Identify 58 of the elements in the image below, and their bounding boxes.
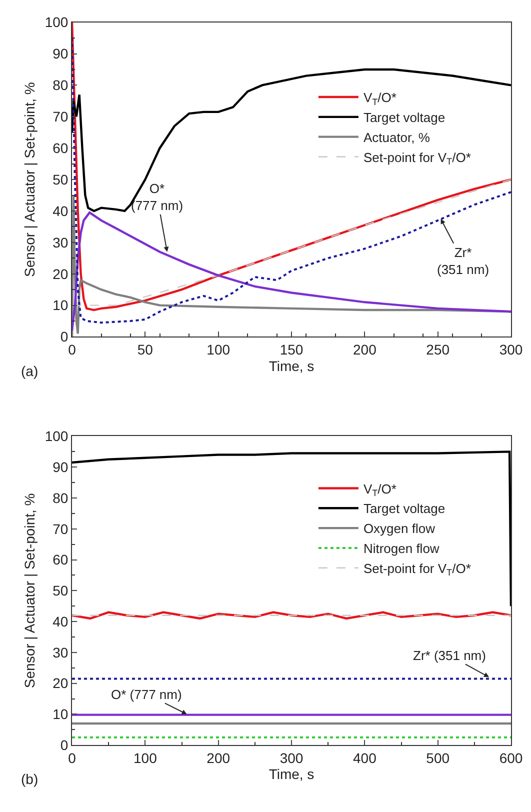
x-tick-label: 150 xyxy=(280,342,304,358)
x-tick-label: 600 xyxy=(499,750,523,766)
line-series xyxy=(72,611,511,620)
x-tick-label: 100 xyxy=(206,342,230,358)
legend-label: Actuator, % xyxy=(363,130,430,145)
x-tick-label: 500 xyxy=(426,750,450,766)
y-tick-label: 60 xyxy=(52,140,68,156)
y-tick-label: 50 xyxy=(52,582,68,599)
x-tick-label: 250 xyxy=(426,342,450,358)
y-tick-label: 0 xyxy=(60,328,68,345)
y-tick-label: 90 xyxy=(52,459,68,476)
y-tick-label: 10 xyxy=(52,706,68,722)
annotation: Zr* (351 nm) xyxy=(437,245,490,277)
y-axis-title: Sensor | Actuator | Set-point, % xyxy=(21,493,38,688)
y-tick-label: 60 xyxy=(52,552,68,568)
y-tick-label: 100 xyxy=(44,14,68,30)
text: (a) xyxy=(21,363,38,379)
annotation: O* (777 nm) xyxy=(131,181,184,213)
y-tick-label: 40 xyxy=(52,202,68,219)
legend-label: V$_{T}$/O* xyxy=(363,90,396,107)
x-tick-label: 200 xyxy=(352,342,377,358)
y-tick-label: 80 xyxy=(52,77,68,94)
annotation: Zr* (351 nm) xyxy=(413,648,486,663)
line-series xyxy=(72,211,511,332)
legend-label: Set-point for V$_{T}$/O* xyxy=(363,150,471,167)
y-tick-label: 100 xyxy=(44,428,68,444)
line-series xyxy=(72,450,511,608)
legend-label: Nitrogen flow xyxy=(363,541,440,556)
x-tick-label: 100 xyxy=(133,750,158,766)
x-tick-label: 50 xyxy=(137,342,154,358)
y-tick-label: 0 xyxy=(60,737,68,753)
legend-label: V$_{T}$/O* xyxy=(363,481,396,498)
y-tick-label: 20 xyxy=(52,675,68,692)
y-tick-label: 90 xyxy=(52,46,68,62)
y-tick-label: 70 xyxy=(52,108,68,125)
y-tick-label: 30 xyxy=(52,644,68,660)
legend-label: Oxygen flow xyxy=(363,521,436,536)
legend-label: Set-point for V$_{T}$/O* xyxy=(363,560,471,578)
x-tick-label: 300 xyxy=(280,750,304,766)
x-tick-label: 300 xyxy=(499,342,523,358)
legend-label: Target voltage xyxy=(363,501,446,516)
x-tick-label: 400 xyxy=(352,750,377,766)
legend-label: Target voltage xyxy=(363,110,446,125)
text: (b) xyxy=(21,771,38,787)
line-series xyxy=(72,68,511,212)
y-tick-label: 70 xyxy=(52,520,68,537)
y-tick-label: 50 xyxy=(52,171,68,188)
y-axis-title: Sensor | Actuator | Set-point, % xyxy=(21,82,38,277)
annotation: O* (777 nm) xyxy=(111,687,182,702)
y-tick-label: 20 xyxy=(52,266,68,282)
y-tick-label: 30 xyxy=(52,234,68,250)
y-tick-label: 10 xyxy=(52,297,68,314)
x-axis-title: Time, s xyxy=(268,766,314,782)
x-axis-title: Time, s xyxy=(268,358,314,374)
x-tick-label: 200 xyxy=(206,750,230,766)
y-tick-label: 80 xyxy=(52,490,68,506)
y-tick-label: 40 xyxy=(52,613,68,630)
line-series xyxy=(72,178,511,306)
